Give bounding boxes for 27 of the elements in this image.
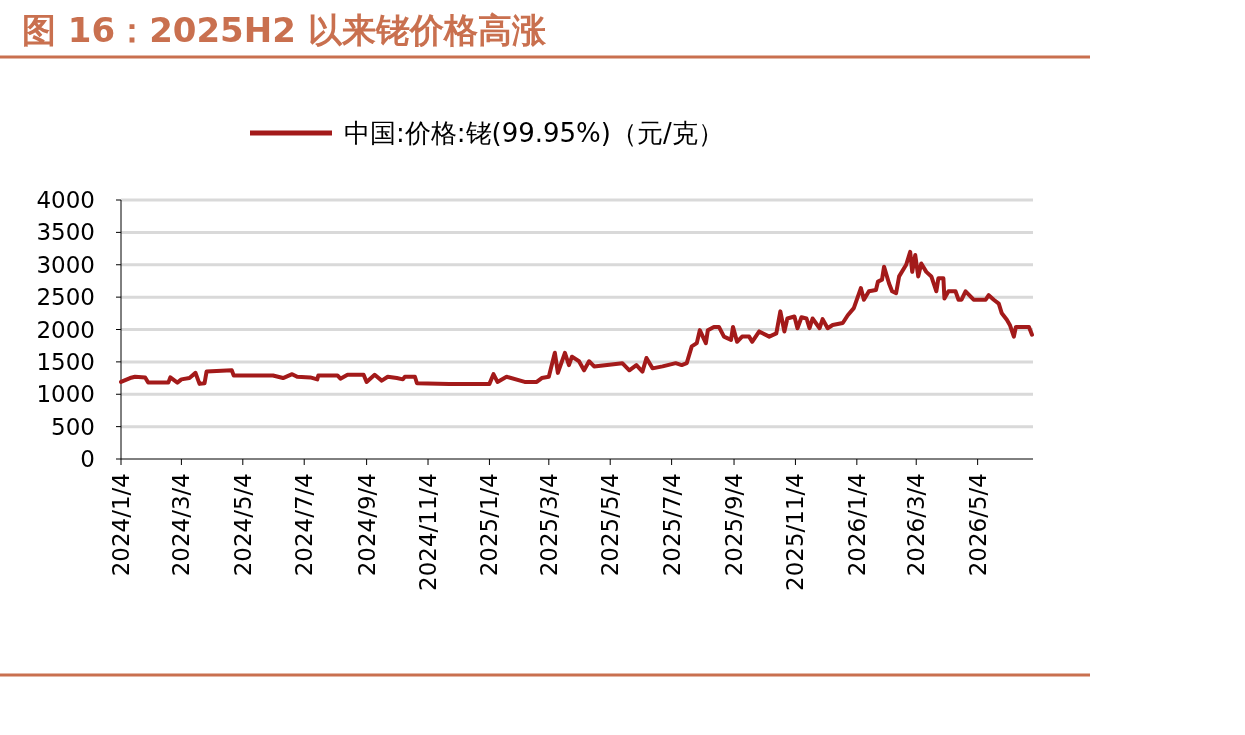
- x-tick-label: 2024/5/4: [229, 473, 256, 577]
- x-tick-label: 2025/7/4: [658, 473, 685, 577]
- y-tick-label: 4000: [36, 187, 95, 213]
- x-tick-label: 2026/3/4: [903, 473, 930, 577]
- x-tick-label: 2026/5/4: [964, 473, 991, 577]
- x-tick-label: 2024/1/4: [108, 473, 134, 577]
- x-tick-label: 2025/1/4: [476, 473, 503, 577]
- x-tick-label: 2026/1/4: [843, 473, 870, 577]
- y-tick-label: 1000: [36, 381, 95, 408]
- x-tick-label: 2024/9/4: [353, 473, 380, 577]
- x-tick-label: 2025/5/4: [597, 473, 624, 577]
- x-tick-label: 2025/3/4: [535, 473, 562, 577]
- x-tick-label: 2024/3/4: [168, 473, 195, 577]
- y-tick-label: 1500: [36, 348, 95, 375]
- y-tick-label: 500: [51, 413, 95, 440]
- x-tick-label: 2024/11/4: [415, 473, 442, 591]
- chart-title: 图 16：2025H2 以来铑价格高涨: [22, 10, 547, 50]
- x-tick-label: 2024/7/4: [291, 473, 318, 577]
- y-tick-label: 0: [80, 446, 95, 472]
- x-tick-label: 2025/9/4: [721, 473, 748, 577]
- x-tick-label: 2025/11/4: [782, 473, 809, 591]
- y-tick-label: 2000: [36, 316, 95, 343]
- y-tick-label: 2500: [36, 284, 95, 311]
- legend-label: 中国:价格:铑(99.95%)（元/克）: [344, 118, 724, 148]
- y-tick-label: 3500: [36, 219, 95, 246]
- line-series: [119, 249, 1034, 386]
- y-tick-label: 3000: [36, 251, 95, 278]
